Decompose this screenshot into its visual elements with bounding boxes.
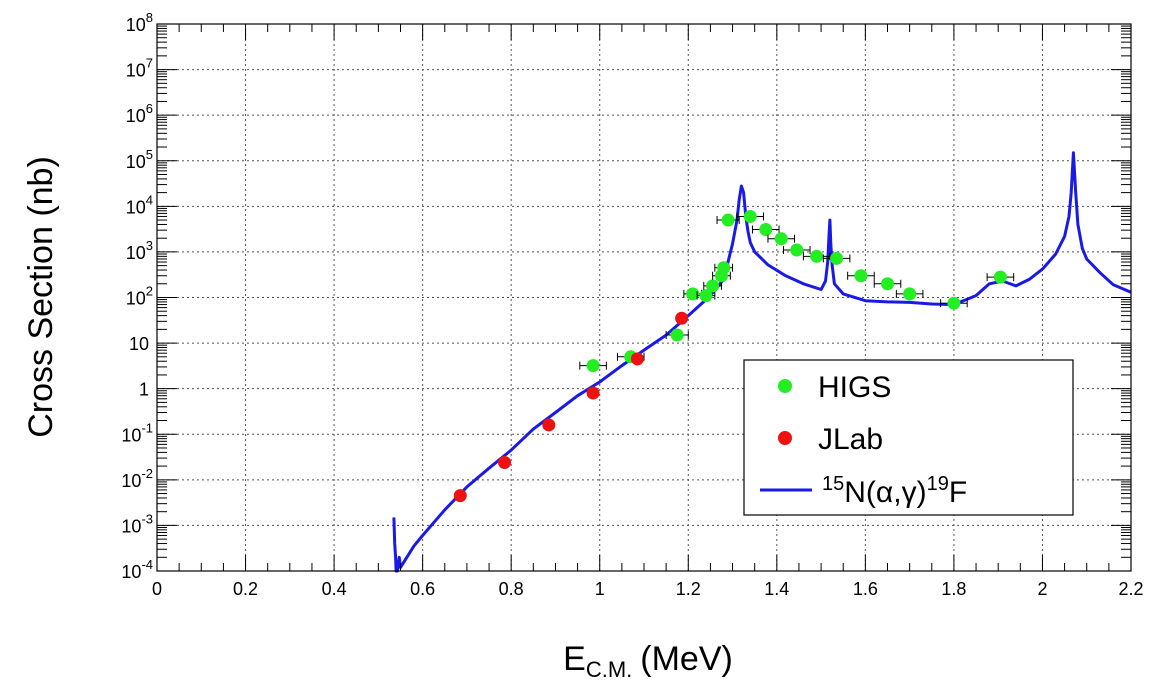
higs-data-point	[671, 329, 684, 342]
higs-data-point	[994, 271, 1007, 284]
x-tick-label: 1.8	[941, 579, 966, 599]
y-axis-title: Cross Section (nb)	[22, 156, 60, 438]
higs-data-point	[775, 232, 788, 245]
legend-jlab-label: JLab	[818, 423, 883, 456]
higs-data-point	[830, 252, 843, 265]
x-tick-label: 1.6	[853, 579, 878, 599]
higs-data-point	[759, 223, 772, 236]
x-tick-label: 1	[595, 579, 605, 599]
jlab-data-point	[542, 418, 555, 431]
legend-higs-label: HIGS	[818, 371, 891, 404]
jlab-data-point	[587, 387, 600, 400]
jlab-data-point	[631, 352, 644, 365]
x-tick-label: 1.4	[764, 579, 789, 599]
jlab-data-point	[675, 312, 688, 325]
jlab-data-point	[454, 489, 467, 502]
higs-data-point	[854, 269, 867, 282]
legend-jlab-marker	[778, 431, 792, 445]
x-tick-label: 0.6	[410, 579, 435, 599]
x-axis-title-unit: (MeV)	[640, 640, 733, 678]
y-tick-label: 1	[139, 380, 149, 400]
higs-data-point	[722, 214, 735, 227]
x-tick-label: 0.4	[322, 579, 347, 599]
x-tick-label: 0.2	[233, 579, 258, 599]
higs-data-point	[717, 261, 730, 274]
higs-data-point	[587, 359, 600, 372]
higs-data-point	[744, 210, 757, 223]
higs-data-point	[810, 250, 823, 263]
x-tick-label: 2	[1037, 579, 1047, 599]
x-axis-title-main: E	[563, 640, 586, 678]
higs-data-point	[903, 287, 916, 300]
higs-data-point	[947, 297, 960, 310]
higs-data-point	[881, 277, 894, 290]
higs-data-point	[790, 244, 803, 257]
x-axis-title-sub: C.M.	[586, 657, 632, 681]
y-tick-label: 10	[129, 334, 149, 354]
x-tick-label: 0	[152, 579, 162, 599]
higs-data-point	[706, 279, 719, 292]
x-tick-label: 1.2	[676, 579, 701, 599]
x-tick-label: 0.8	[499, 579, 524, 599]
jlab-data-point	[498, 456, 511, 469]
x-tick-label: 2.2	[1118, 579, 1143, 599]
legend-higs-marker	[778, 379, 792, 393]
